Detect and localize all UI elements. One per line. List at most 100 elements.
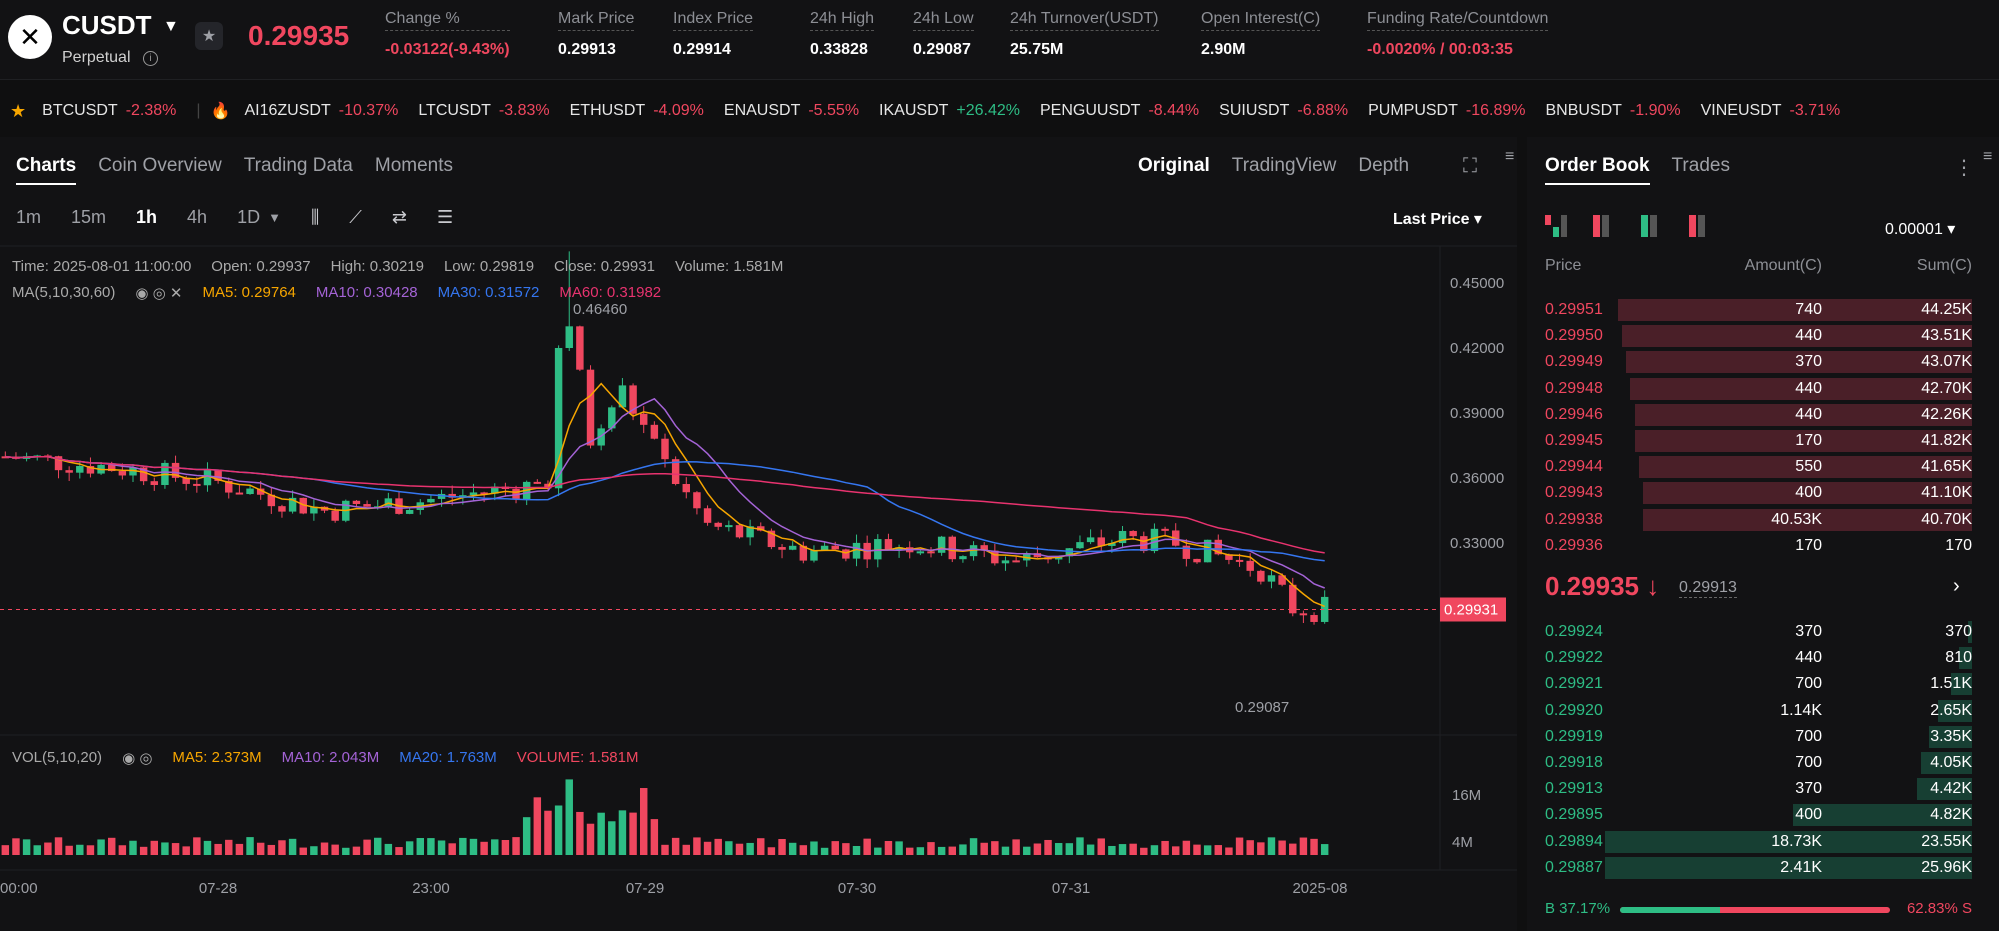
ticker-item[interactable]: PUMPUSDT -16.89% xyxy=(1368,102,1525,120)
ticker-item[interactable]: IKAUSDT +26.42% xyxy=(879,102,1020,120)
depth-bar xyxy=(1937,699,1972,722)
tab-trades[interactable]: Trades xyxy=(1671,155,1730,176)
coin-logo: ✕ xyxy=(8,15,52,59)
eye-icon[interactable]: ◉ ◎ ✕ xyxy=(135,285,183,302)
interval-1h[interactable]: 1h xyxy=(136,207,158,227)
ticker-item[interactable]: AI16ZUSDT -10.37% xyxy=(244,102,398,120)
chevron-right-icon[interactable]: › xyxy=(1953,575,1960,597)
ticker-item[interactable]: PENGUUSDT -8.44% xyxy=(1040,102,1199,120)
ticker-bar: ★ BTCUSDT -2.38% | 🔥 AI16ZUSDT -10.37% LTCUSDT… xyxy=(0,93,1999,129)
settings-list-icon[interactable]: ☰ xyxy=(436,207,454,227)
row-price: 0.29921 xyxy=(1545,675,1603,693)
stat-value: 0.33828 xyxy=(810,41,868,58)
indicator-icon[interactable]: ⟋ xyxy=(349,207,362,227)
stat-2: Index Price 0.29914 xyxy=(673,10,754,59)
panel-menu-icon[interactable]: ≡ xyxy=(1983,148,1993,165)
ticker-item[interactable]: ETHUSDT -4.09% xyxy=(570,102,704,120)
view-depth[interactable]: Depth xyxy=(1358,155,1410,176)
stat-5: 24h Turnover(USDT) 25.75M xyxy=(1010,10,1159,59)
ticker-item[interactable]: VINEUSDT -3.71% xyxy=(1701,102,1841,120)
ask-row[interactable]: 0.29944 550 41.65K xyxy=(1545,455,1972,479)
ask-row[interactable]: 0.29948 440 42.70K xyxy=(1545,377,1972,401)
candle-type-icon[interactable]: ⫼ xyxy=(310,207,320,227)
ohlc-open: Open: 0.29937 xyxy=(211,258,311,275)
bid-row[interactable]: 0.29921 700 1.51K xyxy=(1545,672,1972,696)
ask-row[interactable]: 0.29950 440 43.51K xyxy=(1545,324,1972,348)
mode-asks-icon[interactable] xyxy=(1593,215,1615,237)
ask-row[interactable]: 0.29951 740 44.25K xyxy=(1545,298,1972,322)
mode-bids-icon[interactable] xyxy=(1641,215,1663,237)
bid-row[interactable]: 0.29920 1.14K 2.65K xyxy=(1545,699,1972,723)
stat-4: 24h Low 0.29087 xyxy=(913,10,974,59)
more-icon[interactable]: ⋮ xyxy=(1954,157,1974,179)
bid-row[interactable]: 0.29919 700 3.35K xyxy=(1545,725,1972,749)
depth-bar xyxy=(1916,778,1972,801)
bid-row[interactable]: 0.29922 440 810 xyxy=(1545,646,1972,670)
vol-label: VOL(5,10,20) xyxy=(12,749,103,766)
row-sum: 370 xyxy=(1945,623,1972,640)
price-type-select[interactable]: Last Price ▾ xyxy=(1393,211,1482,228)
vol-eye-icon[interactable]: ◉ ◎ xyxy=(122,750,153,767)
precision-select[interactable]: 0.00001 ▾ xyxy=(1885,221,1956,238)
tab-order-book[interactable]: Order Book xyxy=(1545,155,1650,185)
interval-15m[interactable]: 15m xyxy=(71,207,107,227)
compare-icon[interactable]: ⇄ xyxy=(391,207,407,227)
tab-trading-data[interactable]: Trading Data xyxy=(243,155,353,176)
bid-row[interactable]: 0.29895 400 4.82K xyxy=(1545,803,1972,827)
favorite-star-icon[interactable]: ★ xyxy=(195,22,223,50)
ticker-item[interactable]: SUIUSDT -6.88% xyxy=(1219,102,1348,120)
mode-depth-icon[interactable] xyxy=(1689,215,1711,237)
ticker-change: -3.83% xyxy=(498,102,550,119)
bid-row[interactable]: 0.29913 370 4.42K xyxy=(1545,777,1972,801)
bid-row[interactable]: 0.29924 370 370 xyxy=(1545,620,1972,644)
depth-bar xyxy=(1634,430,1972,452)
ticker-item[interactable]: ENAUSDT -5.55% xyxy=(724,102,859,120)
depth-bar xyxy=(1950,673,1972,696)
stat-label: 24h Turnover(USDT) xyxy=(1010,10,1159,31)
tab-coin-overview[interactable]: Coin Overview xyxy=(98,155,222,176)
favorite-star-icon[interactable]: ★ xyxy=(10,100,27,121)
stat-value: 0.29914 xyxy=(673,41,731,58)
mode-both-icon[interactable] xyxy=(1545,215,1567,237)
ohlc-readout: Time: 2025-08-01 11:00:00 Open: 0.29937 … xyxy=(12,258,783,275)
row-price: 0.29944 xyxy=(1545,458,1603,476)
ask-row[interactable]: 0.29945 170 41.82K xyxy=(1545,429,1972,453)
ticker-symbol: LTCUSDT xyxy=(418,102,491,119)
ma30-value: MA30: 0.31572 xyxy=(437,284,540,301)
interval-1D[interactable]: 1D xyxy=(237,207,261,227)
orderbook-mode-toggles xyxy=(1545,215,1711,237)
expand-icon[interactable]: ⛶ xyxy=(1463,155,1477,177)
view-original[interactable]: Original xyxy=(1138,155,1210,176)
row-sum: 42.26K xyxy=(1921,405,1972,423)
panel-menu-icon[interactable]: ≡ xyxy=(1505,148,1515,165)
view-tabs: Original TradingView Depth xyxy=(1138,155,1409,177)
ask-row[interactable]: 0.29949 370 43.07K xyxy=(1545,350,1972,374)
ask-row[interactable]: 0.29946 440 42.26K xyxy=(1545,403,1972,427)
ticker-item[interactable]: LTCUSDT -3.83% xyxy=(418,102,549,120)
vol-ma5: MA5: 2.373M xyxy=(172,749,262,766)
ticker-item[interactable]: BTCUSDT -2.38% xyxy=(42,102,176,120)
row-sum: 43.51K xyxy=(1921,327,1972,345)
symbol-selector[interactable]: CUSDT xyxy=(62,10,152,40)
caret-down-icon[interactable]: ▼ xyxy=(163,18,179,35)
row-sum: 4.82K xyxy=(1930,806,1972,824)
depth-bar xyxy=(1638,456,1972,479)
bid-row[interactable]: 0.29887 2.41K 25.96K xyxy=(1545,856,1972,880)
ticker-item[interactable]: BNBUSDT -1.90% xyxy=(1545,102,1680,120)
bid-row[interactable]: 0.29894 18.73K 23.55K xyxy=(1545,830,1972,854)
row-price: 0.29918 xyxy=(1545,754,1603,771)
interval-4h[interactable]: 4h xyxy=(187,207,208,227)
caret-down-icon[interactable]: ▼ xyxy=(268,210,281,225)
bid-row[interactable]: 0.29918 700 4.05K xyxy=(1545,751,1972,775)
depth-bar xyxy=(1643,508,1972,531)
tab-moments[interactable]: Moments xyxy=(374,155,454,176)
ask-row[interactable]: 0.29936 170 170 xyxy=(1545,534,1972,558)
interval-1m[interactable]: 1m xyxy=(16,207,42,227)
info-icon[interactable]: i xyxy=(143,51,158,66)
sum-header: Sum(C) xyxy=(1916,257,1972,274)
orderbook-tabs: Order Book Trades xyxy=(1545,155,1730,185)
tab-charts[interactable]: Charts xyxy=(16,155,77,185)
ask-row[interactable]: 0.29938 40.53K 40.70K xyxy=(1545,508,1972,532)
view-tradingview[interactable]: TradingView xyxy=(1231,155,1337,176)
ask-row[interactable]: 0.29943 400 41.10K xyxy=(1545,481,1972,505)
